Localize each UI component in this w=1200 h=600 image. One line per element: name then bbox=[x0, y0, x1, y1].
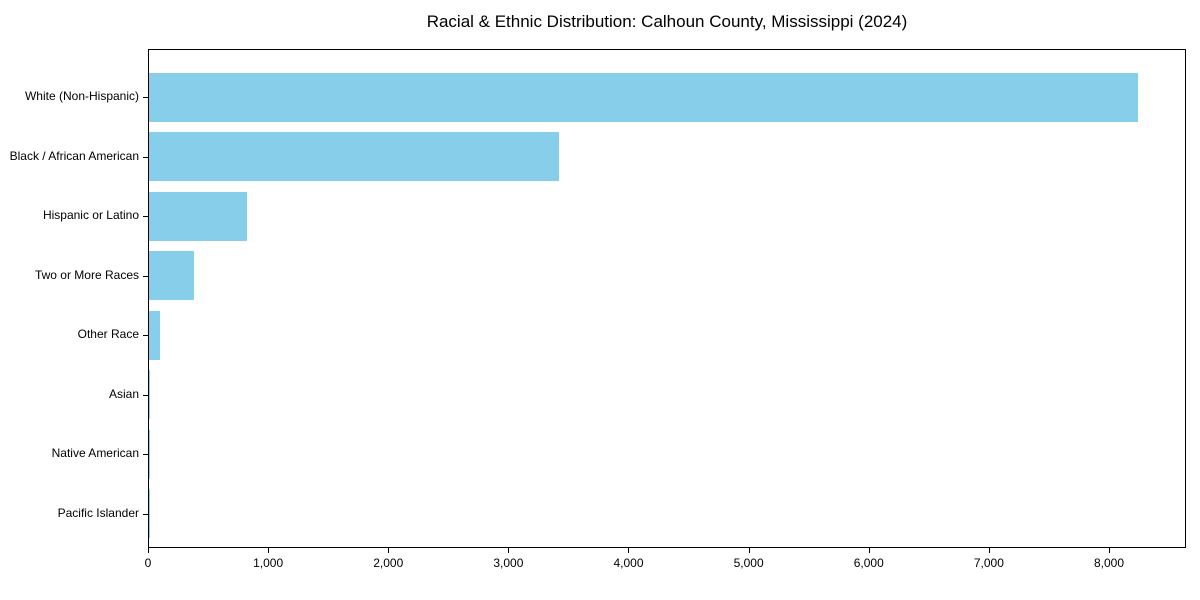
y-tick-label: Pacific Islander bbox=[57, 505, 139, 520]
x-tick-mark bbox=[1108, 548, 1110, 553]
y-tick-mark bbox=[143, 513, 148, 515]
x-tick-mark bbox=[508, 548, 510, 553]
y-tick-mark bbox=[143, 156, 148, 158]
x-tick-mark bbox=[868, 548, 870, 553]
x-tick-label: 6,000 bbox=[853, 556, 884, 570]
x-tick-label: 0 bbox=[144, 556, 152, 570]
x-tick-label: 8,000 bbox=[1093, 556, 1124, 570]
bar-asian bbox=[149, 370, 151, 419]
bar-white-non-hispanic bbox=[149, 72, 1139, 122]
y-tick-label: White (Non-Hispanic) bbox=[24, 89, 139, 103]
x-tick-mark bbox=[748, 548, 750, 553]
bar-other-race bbox=[149, 310, 161, 360]
bar-native-american bbox=[149, 429, 150, 479]
y-tick-label: Two or More Races bbox=[34, 267, 139, 282]
x-tick-label: 1,000 bbox=[253, 556, 284, 570]
bar-hispanic-or-latino bbox=[149, 191, 247, 241]
y-tick-label: Black / African American bbox=[9, 148, 139, 163]
plot-area bbox=[148, 49, 1186, 548]
y-tick-mark bbox=[143, 454, 148, 455]
y-tick-mark bbox=[143, 275, 148, 277]
y-tick-label: Other Race bbox=[77, 327, 139, 341]
y-tick-label: Asian bbox=[108, 386, 139, 401]
bar-black-african-american bbox=[149, 132, 560, 181]
x-tick-mark bbox=[628, 548, 630, 553]
x-tick-mark bbox=[268, 548, 270, 553]
x-tick-label: 2,000 bbox=[373, 556, 404, 570]
x-tick-label: 5,000 bbox=[733, 556, 764, 570]
chart-title: Racial & Ethnic Distribution: Calhoun Co… bbox=[426, 12, 908, 31]
y-tick-label: Hispanic or Latino bbox=[42, 208, 139, 222]
y-tick-mark bbox=[143, 394, 148, 396]
y-tick-mark bbox=[143, 216, 148, 217]
x-tick-mark bbox=[388, 548, 390, 553]
y-tick-label: Native American bbox=[51, 446, 139, 460]
x-tick-label: 4,000 bbox=[613, 556, 644, 570]
y-tick-mark bbox=[143, 97, 148, 98]
bar-two-or-more-races bbox=[149, 251, 195, 300]
x-tick-label: 3,000 bbox=[493, 556, 524, 570]
y-tick-mark bbox=[143, 335, 148, 336]
x-tick-mark bbox=[148, 548, 149, 553]
x-tick-mark bbox=[988, 548, 990, 553]
x-tick-label: 7,000 bbox=[973, 556, 1004, 570]
